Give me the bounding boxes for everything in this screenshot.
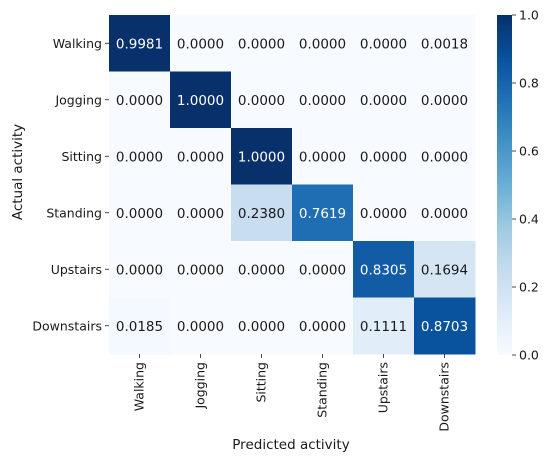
heatmap-cell-value: 0.0000 xyxy=(299,262,346,278)
heatmap-cell xyxy=(353,15,415,72)
heatmap-cell-value: 0.0000 xyxy=(299,319,346,335)
heatmap-cell-value: 0.7619 xyxy=(299,206,346,222)
y-tick-label: Jogging xyxy=(54,92,102,107)
heatmap-cell-value: 0.1111 xyxy=(360,319,407,335)
heatmap-cell xyxy=(231,71,293,129)
heatmap-cells xyxy=(109,15,476,355)
x-tick-label: Walking xyxy=(132,362,147,411)
heatmap-cell xyxy=(292,71,354,129)
heatmap-cell xyxy=(353,71,415,129)
heatmap-cell xyxy=(292,241,354,298)
heatmap-cell xyxy=(231,241,293,298)
y-tick-label: Standing xyxy=(46,205,102,220)
heatmap-cell xyxy=(414,184,476,242)
colorbar-tick-label: 0.8 xyxy=(519,76,539,91)
colorbar-tick-label: 0.0 xyxy=(519,348,539,363)
heatmap-cell xyxy=(353,184,415,242)
y-tick-label: Sitting xyxy=(61,149,102,164)
x-axis-ticks: Walking Jogging Sitting Standing Upstairs Dow… xyxy=(132,354,452,432)
y-tick-label: Downstairs xyxy=(32,318,102,333)
heatmap-cell xyxy=(109,15,171,72)
colorbar-tick-label: 1.0 xyxy=(519,8,539,23)
x-tick-label: Sitting xyxy=(254,362,269,403)
heatmap-cell xyxy=(414,241,476,298)
heatmap-cell-value: 0.0000 xyxy=(299,36,346,52)
heatmap-cell-value: 0.0000 xyxy=(238,36,285,52)
colorbar-ticks: 0.0 0.2 0.4 0.6 0.8 1.0 xyxy=(512,8,539,363)
x-axis-label: Predicted activity xyxy=(232,437,349,453)
heatmap-cell xyxy=(170,241,232,298)
heatmap-cell-value: 0.1694 xyxy=(421,262,468,278)
heatmap-cell xyxy=(414,128,476,185)
heatmap-cell xyxy=(292,297,354,355)
heatmap-cell xyxy=(109,184,171,242)
heatmap-cell-value: 0.0000 xyxy=(421,149,468,165)
colorbar-tick-label: 0.6 xyxy=(519,144,539,159)
heatmap-cell xyxy=(109,128,171,185)
heatmap-cell-value: 0.0185 xyxy=(116,319,163,335)
heatmap-cell-value: 0.0000 xyxy=(116,206,163,222)
heatmap-cell-value: 0.0000 xyxy=(238,262,285,278)
heatmap-cell-value: 0.2380 xyxy=(238,206,285,222)
heatmap-cell xyxy=(231,297,293,355)
heatmap-cell xyxy=(170,15,232,72)
heatmap-cell xyxy=(109,241,171,298)
heatmap-cell xyxy=(292,128,354,185)
y-axis-label: Actual activity xyxy=(10,124,26,220)
heatmap-cell-value: 0.0000 xyxy=(299,149,346,165)
x-tick-label: Downstairs xyxy=(437,362,452,432)
heatmap-cell xyxy=(170,71,232,129)
heatmap-cell-value: 0.0000 xyxy=(116,149,163,165)
heatmap-cell xyxy=(414,15,476,72)
heatmap-cell-value: 0.0000 xyxy=(177,36,224,52)
heatmap-cell-value: 0.0000 xyxy=(238,319,285,335)
y-axis-ticks: Walking Jogging Sitting Standing Upstairs Dow… xyxy=(32,36,109,333)
heatmap-cell-value: 0.8305 xyxy=(360,262,407,278)
heatmap-cell xyxy=(231,15,293,72)
colorbar-tick-label: 0.2 xyxy=(519,280,539,295)
x-tick-label: Standing xyxy=(315,362,330,418)
heatmap-cell-value: 0.0000 xyxy=(421,206,468,222)
heatmap-cell-value: 0.0000 xyxy=(116,93,163,109)
heatmap-cell xyxy=(109,297,171,355)
heatmap-cell-value: 0.8703 xyxy=(421,319,468,335)
heatmap-cell-value: 0.0000 xyxy=(360,149,407,165)
heatmap-cell xyxy=(353,241,415,298)
heatmap-cell xyxy=(292,15,354,72)
heatmap-cell xyxy=(353,297,415,355)
heatmap-cell-value: 0.9981 xyxy=(116,36,163,52)
heatmap-cell-labels: 0.9981 0.0000 0.0000 0.0000 0.0000 0.0018 0.00… xyxy=(116,36,468,335)
heatmap-cell-value: 1.0000 xyxy=(238,149,285,165)
heatmap-cell-value: 0.0000 xyxy=(299,93,346,109)
heatmap-cell-value: 0.0000 xyxy=(177,319,224,335)
heatmap-cell xyxy=(170,128,232,185)
heatmap-cell xyxy=(170,297,232,355)
y-tick-label: Upstairs xyxy=(51,262,102,277)
x-tick-label: Jogging xyxy=(193,362,208,410)
heatmap-cell xyxy=(109,71,171,129)
heatmap-cell xyxy=(414,71,476,129)
heatmap-cell xyxy=(231,184,293,242)
y-tick-label: Walking xyxy=(53,36,102,51)
heatmap-cell-value: 0.0000 xyxy=(177,149,224,165)
heatmap-cell-value: 0.0000 xyxy=(238,93,285,109)
colorbar-tick-label: 0.4 xyxy=(519,212,539,227)
x-tick-label: Upstairs xyxy=(376,362,391,413)
heatmap-cell xyxy=(170,184,232,242)
heatmap-cell xyxy=(414,297,476,355)
heatmap-cell xyxy=(231,128,293,185)
heatmap-cell-value: 0.0000 xyxy=(360,36,407,52)
heatmap-cell xyxy=(353,128,415,185)
heatmap-cell-value: 0.0000 xyxy=(116,262,163,278)
heatmap-cell-value: 1.0000 xyxy=(177,93,224,109)
heatmap-cell-value: 0.0000 xyxy=(360,206,407,222)
heatmap-cell-value: 0.0018 xyxy=(421,36,468,52)
colorbar xyxy=(497,15,512,355)
heatmap-cell xyxy=(292,184,354,242)
heatmap-cell-value: 0.0000 xyxy=(360,93,407,109)
heatmap-cell-value: 0.0000 xyxy=(421,93,468,109)
heatmap-cell-value: 0.0000 xyxy=(177,262,224,278)
heatmap-cell-value: 0.0000 xyxy=(177,206,224,222)
